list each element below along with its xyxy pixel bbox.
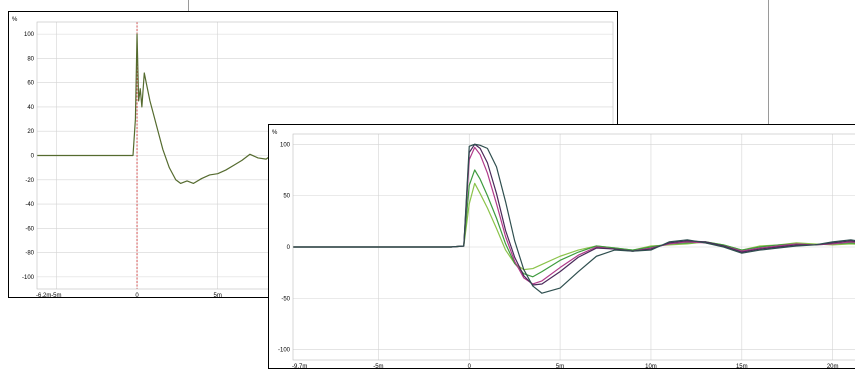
chart1-y-tick-label-3: -50 [281,296,290,302]
chart0-y-tick-label-3: 40 [27,105,34,111]
chart0-unit-label: % [12,17,18,23]
chart1-series-3 [293,143,855,286]
chart0-y-tick-label-7: -40 [25,202,34,208]
chart0-y-tick-label-5: 0 [31,154,35,160]
chart0-x-tick-label-3: 5m [214,293,222,298]
chart0-y-tick-label-2: 60 [27,81,34,87]
chart0-y-tick-label-9: -80 [25,251,34,257]
chart1-y-tick-label-1: 50 [283,194,290,200]
chart1-series-0 [293,182,855,271]
chart1-y-tick-label-0: 100 [280,142,291,148]
chart0-y-tick-label-8: -60 [25,226,34,232]
chart1-series-1 [293,169,855,278]
chart1-series-4 [293,143,855,294]
chart0-y-tick-label-1: 80 [27,56,34,62]
chart0-y-tick-label-0: 100 [24,32,35,38]
chart1-unit-label: % [272,130,278,136]
chart1-series-2 [293,146,855,285]
chart0-y-tick-label-6: -20 [25,178,34,184]
chart1-y-tick-label-4: -100 [278,348,291,354]
chart0-x-tick-label-1: -5m [51,293,61,298]
chart0-y-tick-label-4: 20 [27,129,34,135]
chart1-plot-frame [292,133,855,361]
chart0-x-tick-label-0: -6.2m [36,293,51,298]
chart0-y-tick-label-10: -100 [22,275,35,281]
chart0-x-tick-label-2: 0 [135,293,139,298]
chart1-y-tick-label-2: 0 [287,245,291,251]
callout-line-right [768,0,769,165]
